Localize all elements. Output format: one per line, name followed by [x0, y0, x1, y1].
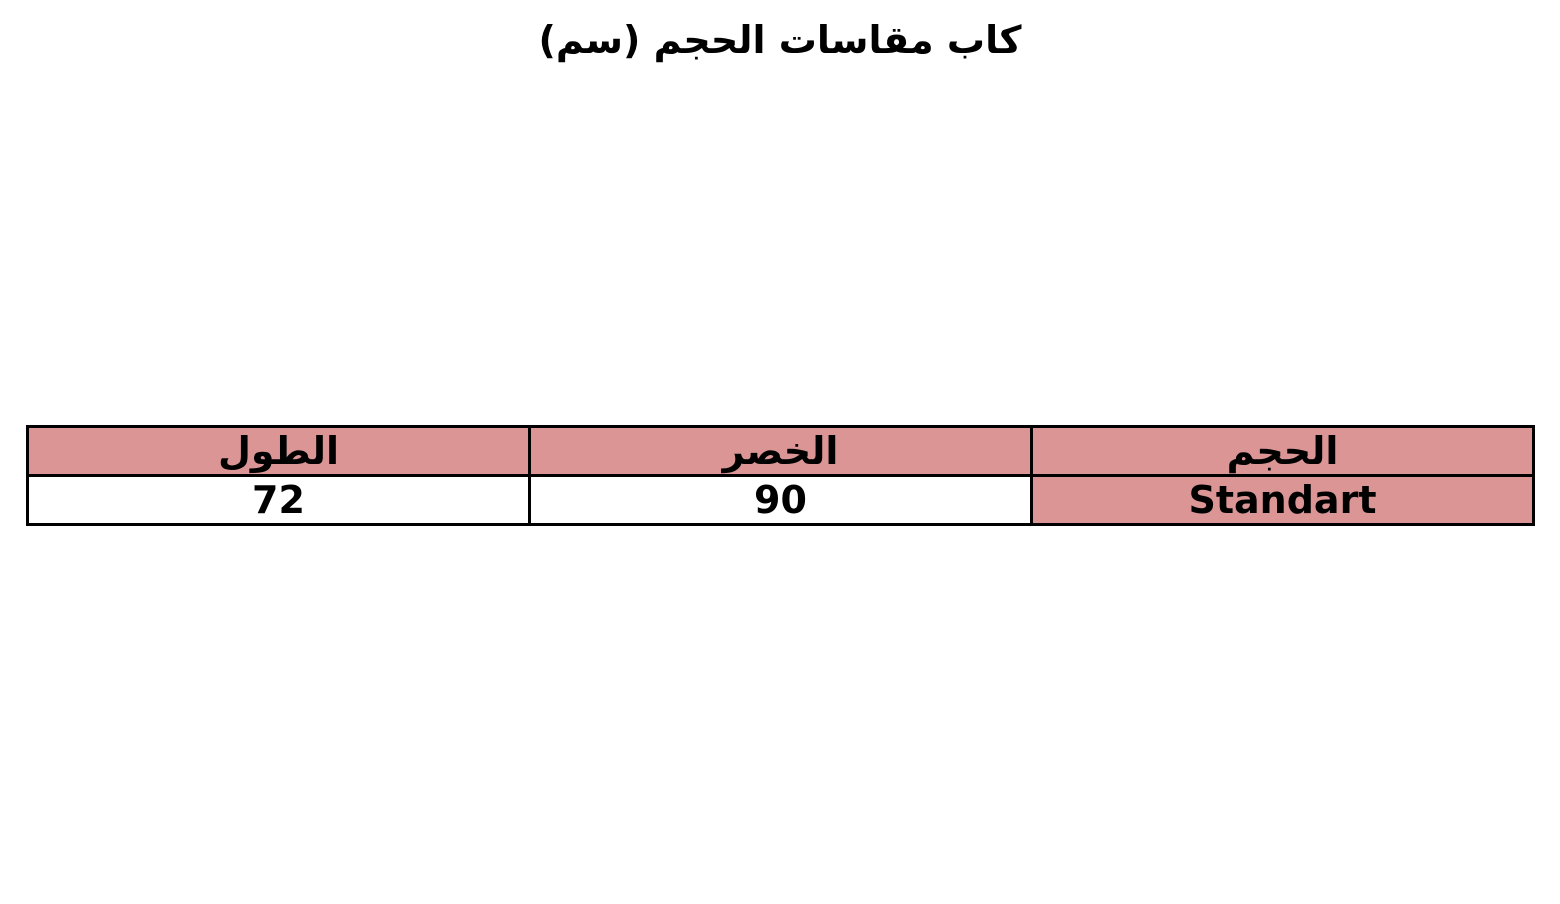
header-length: الطول	[26, 425, 531, 477]
table-header-row: الحجم الخصر الطول	[26, 425, 1535, 477]
size-table: الحجم الخصر الطول Standart 90 72	[26, 425, 1535, 526]
cell-size: Standart	[1030, 474, 1535, 526]
cell-length: 72	[26, 474, 531, 526]
cell-waist: 90	[528, 474, 1033, 526]
table-row: Standart 90 72	[26, 474, 1535, 526]
header-waist: الخصر	[528, 425, 1033, 477]
header-size: الحجم	[1030, 425, 1535, 477]
page-title: كاب مقاسات الحجم (سم)	[538, 18, 1022, 62]
